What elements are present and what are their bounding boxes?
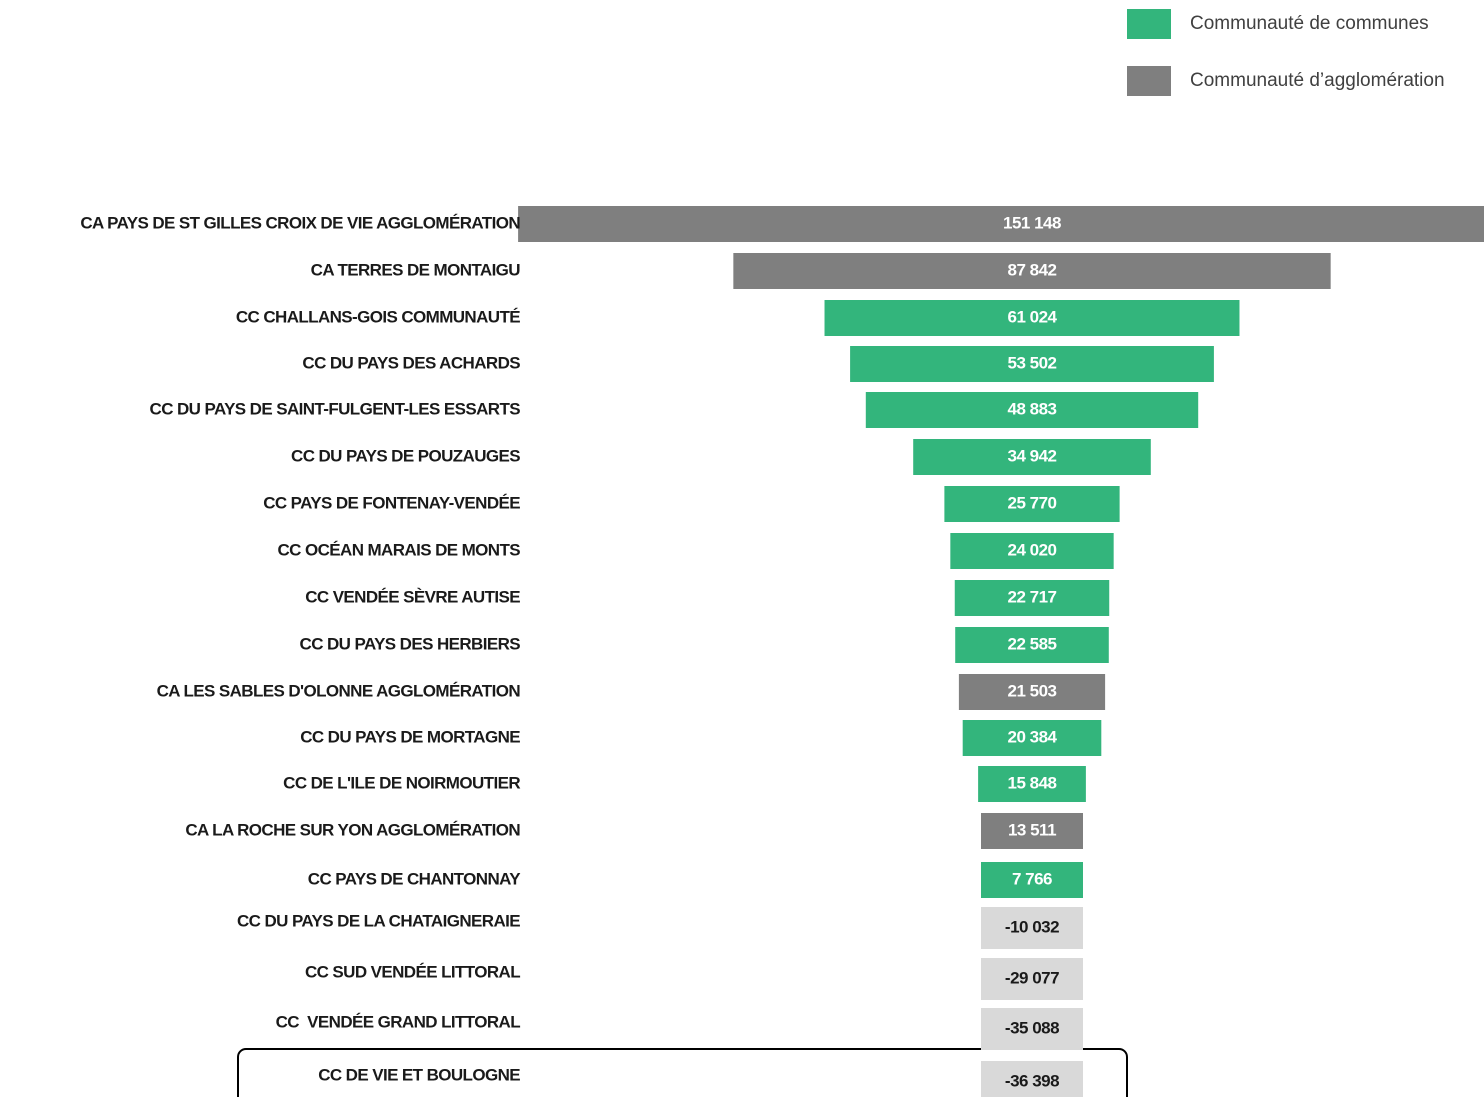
- bar: [913, 439, 1151, 475]
- bar: [981, 907, 1083, 949]
- bar: [950, 533, 1114, 569]
- category-label: CA LA ROCHE SUR YON AGGLOMÉRATION: [185, 820, 520, 839]
- category-label: CC DU PAYS DES ACHARDS: [302, 353, 520, 372]
- category-label: CC DU PAYS DE POUZAUGES: [291, 446, 520, 465]
- value-label: -10 032: [1005, 917, 1059, 936]
- bar: [850, 346, 1214, 382]
- value-label: 34 942: [1008, 446, 1057, 465]
- category-label: CC CHALLANS-GOIS COMMUNAUTÉ: [236, 307, 520, 326]
- value-label: 21 503: [1008, 681, 1057, 700]
- value-label: 20 384: [1008, 727, 1058, 746]
- value-label: -29 077: [1005, 968, 1059, 987]
- bar: [981, 813, 1083, 849]
- bar: [981, 862, 1083, 898]
- value-label: 61 024: [1008, 307, 1058, 326]
- value-label: 151 148: [1003, 213, 1061, 232]
- category-label: CC VENDÉE GRAND LITTORAL: [276, 1012, 521, 1031]
- bar: [733, 253, 1331, 289]
- bar: [958, 674, 1106, 710]
- category-label: CA PAYS DE ST GILLES CROIX DE VIE AGGLOM…: [80, 213, 520, 232]
- category-label: CC SUD VENDÉE LITTORAL: [305, 962, 520, 981]
- value-label: 87 842: [1008, 260, 1057, 279]
- legend-swatch: [1127, 66, 1171, 96]
- category-label: CA LES SABLES D'OLONNE AGGLOMÉRATION: [157, 681, 521, 700]
- bar: [981, 958, 1083, 1000]
- bar: [518, 206, 1484, 242]
- value-label: 25 770: [1008, 493, 1057, 512]
- bar: [962, 720, 1102, 756]
- value-label: 24 020: [1008, 540, 1057, 559]
- category-label: CC PAYS DE FONTENAY-VENDÉE: [263, 493, 520, 512]
- value-label: 53 502: [1008, 353, 1057, 372]
- value-label: 22 585: [1008, 634, 1057, 653]
- category-label: CC DU PAYS DE LA CHATAIGNERAIE: [237, 911, 520, 930]
- category-label: CC VENDÉE SÈVRE AUTISE: [305, 587, 520, 606]
- value-label: -36 398: [1005, 1071, 1059, 1090]
- bar: [978, 766, 1086, 802]
- legend-label: Communauté de communes: [1190, 13, 1429, 34]
- bar: [981, 1008, 1083, 1050]
- value-label: 7 766: [1012, 869, 1052, 888]
- highlight-box: [237, 1048, 1128, 1097]
- category-label: CC PAYS DE CHANTONNAY: [308, 869, 521, 888]
- category-label: CC DU PAYS DE SAINT-FULGENT-LES ESSARTS: [150, 399, 521, 418]
- category-label: CC OCÉAN MARAIS DE MONTS: [278, 540, 521, 559]
- category-label: CC DU PAYS DES HERBIERS: [300, 634, 521, 653]
- category-label: CC DE L'ILE DE NOIRMOUTIER: [283, 773, 520, 792]
- value-label: 48 883: [1008, 399, 1057, 418]
- value-label: 22 717: [1008, 587, 1057, 606]
- category-label: CC DU PAYS DE MORTAGNE: [300, 727, 520, 746]
- bar: [981, 1061, 1083, 1097]
- value-label: 13 511: [1008, 820, 1056, 839]
- bar: [955, 627, 1109, 663]
- category-label: CA TERRES DE MONTAIGU: [311, 260, 521, 279]
- bar: [954, 580, 1110, 616]
- value-label: -35 088: [1005, 1018, 1059, 1037]
- bar: [824, 300, 1240, 336]
- bar: [944, 486, 1120, 522]
- bar: [865, 392, 1199, 428]
- legend-label: Communauté d’agglomération: [1190, 70, 1445, 91]
- category-label: CC DE VIE ET BOULOGNE: [318, 1065, 520, 1084]
- legend-swatch: [1127, 9, 1171, 39]
- value-label: 15 848: [1008, 773, 1057, 792]
